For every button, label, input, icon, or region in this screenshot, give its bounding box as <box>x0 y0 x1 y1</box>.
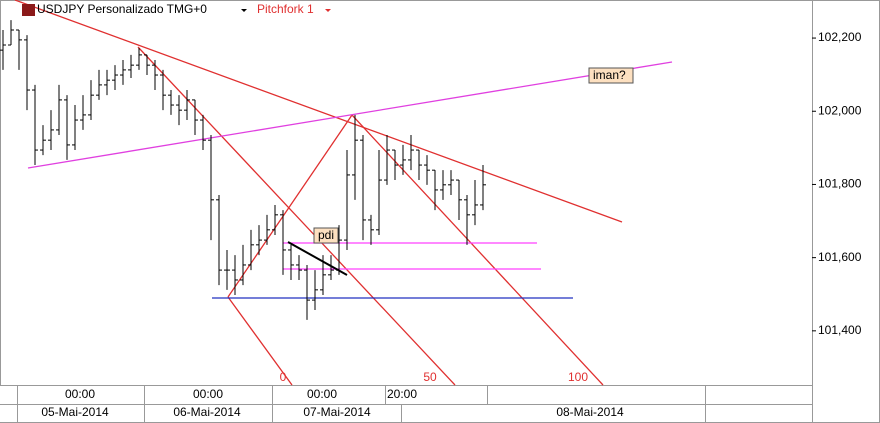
time-label: 00:00 <box>307 387 337 401</box>
pitchfork-level: 50 <box>423 370 437 384</box>
pitchfork-line <box>137 46 456 386</box>
pitchfork-level: 100 <box>568 370 588 384</box>
y-tick-label: 102,000 <box>818 103 862 117</box>
y-tick-label: 101,600 <box>818 250 862 264</box>
trend-line <box>14 0 623 223</box>
dropdown-arrow[interactable] <box>325 9 331 12</box>
time-label: 00:00 <box>65 387 95 401</box>
time-separators <box>17 386 706 423</box>
pitchfork-line <box>227 296 293 386</box>
time-label: 20:00 <box>387 387 417 401</box>
note-box <box>588 67 634 84</box>
pitchfork-line <box>227 114 353 298</box>
pitchfork-line <box>351 114 604 386</box>
note: iman? <box>593 68 626 82</box>
chart-title: USDJPY Personalizado TMG+0 <box>37 2 207 16</box>
date-label: 07-Mai-2014 <box>303 405 371 419</box>
date-label: 06-Mai-2014 <box>173 405 241 419</box>
magenta-line <box>27 61 673 169</box>
dropdown-arrow[interactable] <box>241 9 247 12</box>
y-tick-label: 102,200 <box>818 30 862 44</box>
drawings <box>14 0 673 386</box>
black-line <box>287 241 348 276</box>
drawing-name: Pitchfork 1 <box>257 2 314 16</box>
time-label: 00:00 <box>193 387 223 401</box>
pitchfork-level: 0 <box>280 370 287 384</box>
note: pdi <box>318 228 334 242</box>
y-tick-label: 101,400 <box>818 323 862 337</box>
date-label: 05-Mai-2014 <box>41 405 109 419</box>
y-tick-label: 101,800 <box>818 177 862 191</box>
symbol-icon <box>22 4 35 16</box>
date-label: 08-Mai-2014 <box>556 405 624 419</box>
note-box <box>313 227 339 244</box>
